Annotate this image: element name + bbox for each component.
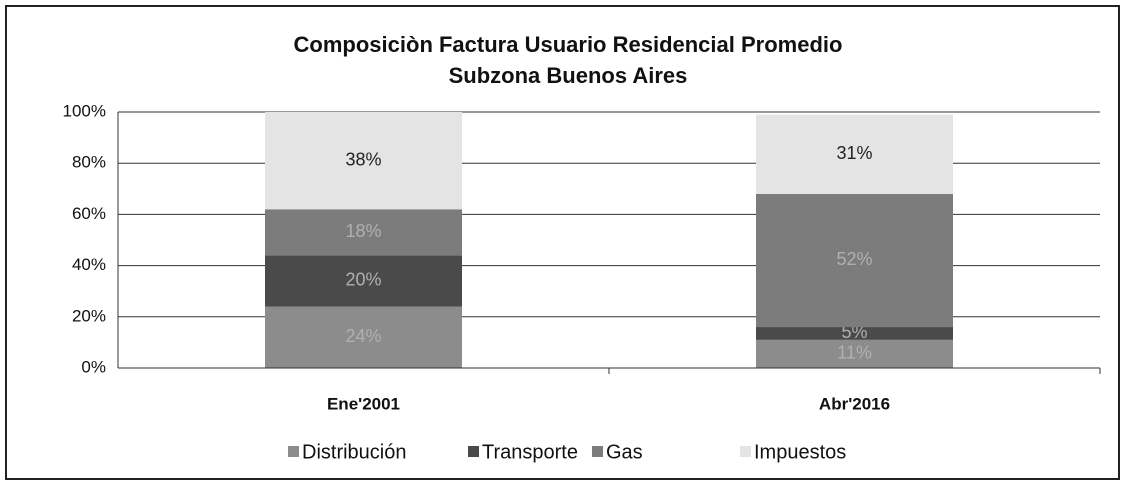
legend-label: Impuestos [754,441,846,463]
x-tick-label: Ene'2001 [327,394,400,413]
y-tick-label: 60% [72,204,106,223]
data-label: 20% [345,270,381,290]
data-label: 31% [836,143,872,163]
bar-segment [265,306,462,368]
data-label: 24% [345,326,381,346]
bar-segment [756,114,953,194]
legend-label: Transporte [482,441,578,463]
legend-swatch [740,446,751,457]
y-tick-label: 80% [72,153,106,172]
bar-segment [756,339,953,368]
chart-title: Subzona Buenos Aires [449,63,688,88]
bar-segment [756,327,953,340]
bar-segment [265,255,462,307]
data-label: 11% [837,343,872,363]
data-label: 18% [345,221,381,241]
legend-swatch [288,446,299,457]
bar-segment [265,209,462,256]
data-label: 52% [836,249,872,269]
bar-segment [756,193,953,328]
legend-label: Distribución [302,441,406,463]
y-tick-label: 40% [72,255,106,274]
y-tick-label: 0% [81,357,106,376]
data-label: 5% [841,322,867,342]
chart-title: Composiciòn Factura Usuario Residencial … [294,32,843,57]
bar-segment [265,112,462,210]
y-tick-label: 20% [72,306,106,325]
legend-swatch [592,446,603,457]
data-label: 38% [345,149,381,169]
legend-label: Gas [606,441,643,463]
y-tick-label: 100% [63,101,106,120]
legend-swatch [468,446,479,457]
x-tick-label: Abr'2016 [819,394,890,413]
